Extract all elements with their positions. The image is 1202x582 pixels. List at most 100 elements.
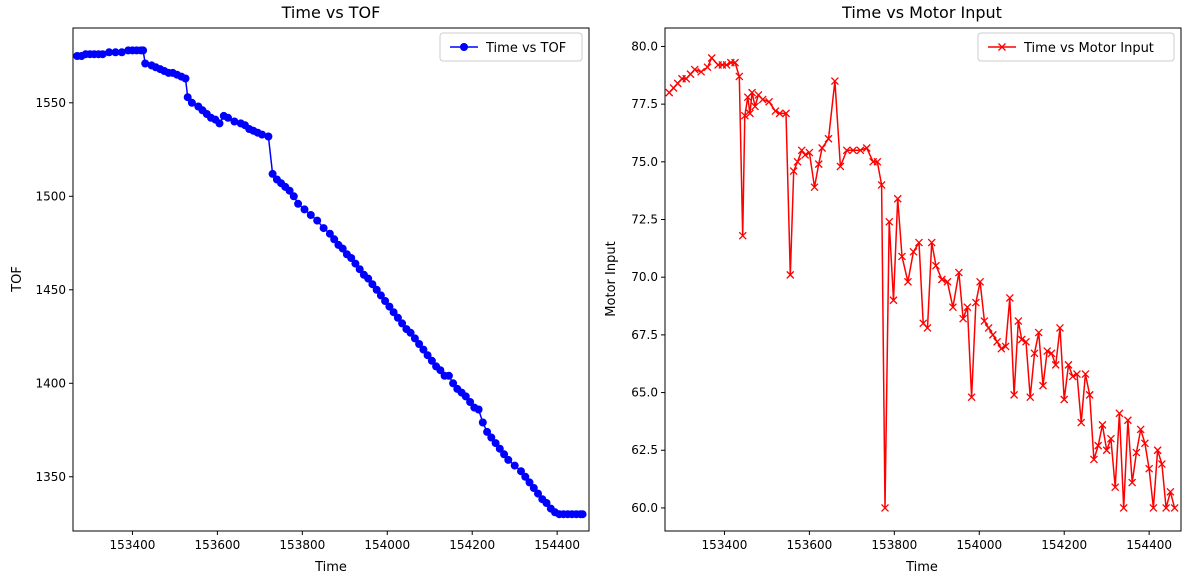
motor-input-data-point: [893, 194, 902, 203]
motor-input-data-point: [881, 503, 889, 512]
motor-input-data-point: [1051, 360, 1060, 369]
motor-input-data-point: [873, 157, 882, 166]
tof-data-point: [258, 130, 266, 139]
tof-data-point: [389, 308, 398, 317]
tof-data-point: [487, 433, 496, 442]
motor-input-data-point: [1060, 395, 1069, 404]
motor-input-data-point: [738, 231, 747, 240]
tof-data-point: [181, 74, 190, 83]
motor-input-data-point: [927, 238, 936, 247]
tof-data-point: [525, 478, 534, 487]
tof-data-point: [517, 467, 525, 476]
motor-input-data-point: [862, 144, 871, 152]
motor-input-data-point: [797, 146, 806, 155]
tof-x-tick-label: 153600: [194, 538, 240, 552]
tof-y-axis-label: TOF: [10, 266, 25, 293]
motor-input-plot-area: 153400 153600 153800 154000 154200 154400 60.0…: [631, 27, 1182, 552]
motor-input-data-point: [836, 162, 845, 171]
motor-input-data-point: [735, 72, 744, 81]
tof-data-point: [500, 450, 509, 459]
motor-input-data-point: [1136, 425, 1145, 434]
tof-data-point: [449, 379, 458, 388]
motor-input-data-point: [1026, 393, 1035, 402]
motor-input-data-point: [745, 109, 754, 118]
motor-input-y-tick-label: 70.0: [631, 270, 658, 284]
motor-input-x-tick-label: 153600: [786, 538, 832, 552]
tof-data-point: [423, 351, 432, 360]
motor-input-data-point: [1077, 418, 1086, 427]
motor-input-data-point: [824, 134, 833, 143]
motor-input-data-point: [775, 109, 784, 118]
motor-input-data-point: [765, 97, 774, 106]
motor-input-x-axis-label: Time: [905, 560, 938, 575]
motor-input-legend: [977, 32, 1175, 62]
motor-input-data-point: [1094, 441, 1103, 450]
motor-input-data-point: [1098, 420, 1107, 429]
motor-input-data-point: [1153, 446, 1162, 455]
motor-input-data-point: [1014, 317, 1023, 325]
motor-input-data-point: [690, 65, 699, 74]
tof-legend: [439, 32, 583, 62]
motor-input-y-tick-label: 65.0: [631, 386, 658, 400]
tof-chart-title: Time vs TOF: [281, 3, 381, 22]
motor-input-data-point: [818, 144, 827, 152]
motor-input-data-point: [1115, 409, 1124, 418]
motor-input-data-point: [1106, 434, 1115, 443]
motor-input-x-tick-label: 154200: [1041, 538, 1087, 552]
motor-input-data-point: [1132, 448, 1141, 457]
tof-data-point: [347, 254, 356, 262]
tof-data-point: [338, 244, 347, 253]
motor-input-data-point: [1064, 360, 1073, 369]
motor-input-data-point: [931, 261, 940, 270]
motor-input-data-point: [898, 252, 906, 261]
tof-data-point: [534, 489, 542, 498]
tof-y-tick-label: 1550: [35, 96, 66, 110]
tof-data-point: [376, 291, 385, 300]
motor-input-data-point: [830, 77, 839, 86]
motor-input-data-point: [1140, 439, 1149, 448]
motor-input-data-point: [997, 344, 1006, 353]
motor-input-data-point: [786, 270, 795, 279]
motor-input-data-point: [885, 217, 894, 226]
tof-data-point: [355, 265, 364, 274]
motor-input-data-point: [842, 146, 851, 155]
tof-data-point: [521, 472, 530, 481]
tof-data-point: [415, 340, 424, 348]
motor-input-data-point: [1068, 372, 1077, 381]
tof-data-point: [230, 117, 239, 126]
motor-input-data-point: [748, 88, 757, 97]
motor-input-data-point: [758, 95, 767, 104]
motor-input-x-tick-label: 154400: [1126, 538, 1172, 552]
motor-input-chart-title: Time vs Motor Input: [841, 3, 1002, 22]
tof-legend-marker: [460, 43, 468, 51]
tof-data-point: [325, 229, 334, 238]
motor-input-y-tick-label: 60.0: [631, 501, 658, 515]
motor-input-data-point: [849, 146, 858, 155]
tof-data-point: [542, 499, 551, 507]
motor-input-data-point: [937, 275, 946, 284]
tof-data-point: [495, 444, 504, 453]
motor-input-data-point: [722, 60, 731, 69]
tof-x-axis-label: Time: [314, 560, 347, 575]
motor-input-data-point: [740, 111, 749, 120]
motor-input-data-point: [1034, 328, 1043, 337]
motor-input-data-point: [789, 167, 798, 176]
tof-data-point: [368, 280, 377, 289]
tof-data-point: [111, 48, 120, 57]
motor-input-y-tick-label: 72.5: [631, 213, 658, 227]
motor-input-data-point: [1022, 337, 1030, 346]
motor-input-data-point: [1047, 349, 1056, 358]
tof-data-point: [319, 224, 328, 233]
tof-data-point: [444, 371, 453, 380]
tof-data-point: [491, 439, 500, 448]
motor-input-data-point: [1030, 349, 1039, 358]
motor-input-y-tick-label: 77.5: [631, 97, 658, 111]
tof-data-point: [351, 259, 360, 268]
tof-plot-area: 153400 153600 153800 154000 154200 154400 1350…: [35, 27, 590, 552]
tof-data-point: [504, 455, 513, 464]
motor-input-data-point: [1102, 446, 1111, 455]
motor-input-data-point: [1039, 381, 1047, 390]
motor-input-data-point: [903, 277, 912, 286]
tof-data-point: [578, 510, 587, 519]
